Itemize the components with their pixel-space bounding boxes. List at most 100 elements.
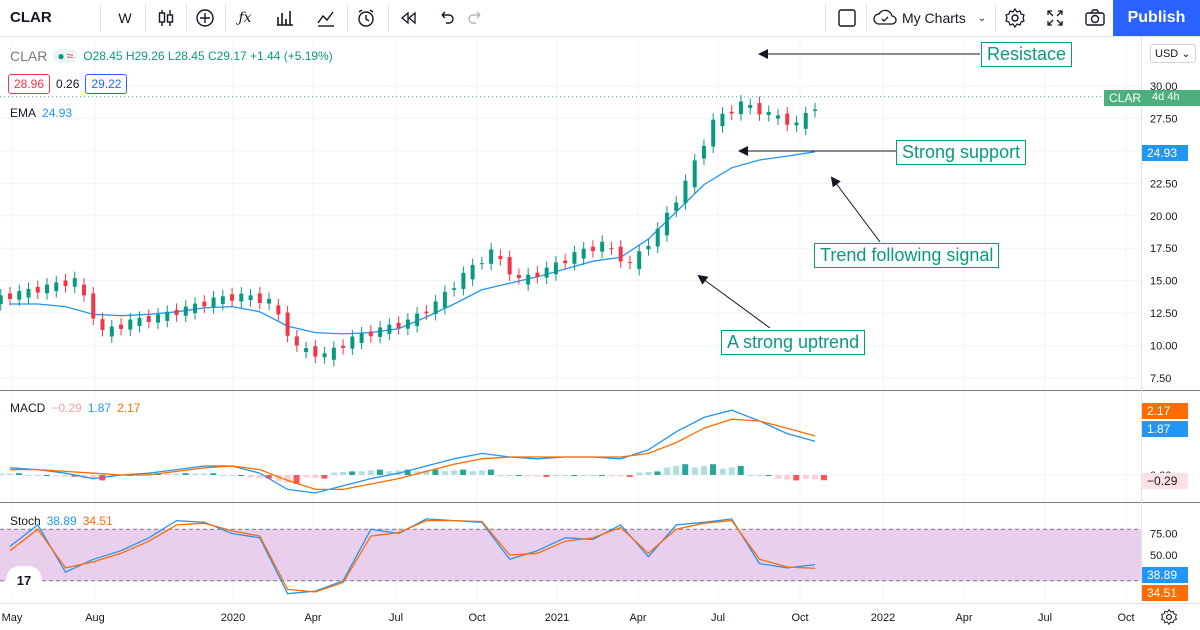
macd-hist-bar [645,471,652,475]
redo-icon[interactable] [463,5,489,31]
ema-price-tag: 24.93 [1142,145,1188,161]
candle-body [257,293,262,303]
currency-selector[interactable]: USD ⌄ [1150,44,1196,63]
macd-hist-bar [16,473,22,475]
candle-body [775,115,780,119]
macd-hist-bar [700,465,707,475]
candle-body [156,314,161,323]
tradingview-logo[interactable]: 17 [6,566,42,594]
macd-legend[interactable]: MACD −0.29 1.87 2.17 [10,401,140,415]
candle-body [341,345,346,348]
candle-body [276,305,281,315]
macd-panel-divider[interactable] [0,390,1200,391]
candle-body [581,248,586,259]
fullscreen-icon[interactable] [1042,5,1068,31]
stoch-legend[interactable]: Stoch 38.89 34.51 [10,514,113,528]
candle-body [54,282,59,292]
support-annotation[interactable]: Strong support [896,140,1027,165]
candle-body [720,113,725,127]
candle-body [368,331,373,337]
macd-hist-bar [284,475,291,483]
chevron-down-icon: ⌄ [977,12,987,24]
undo-icon[interactable] [433,5,459,31]
macd-hist-bar [737,466,744,475]
macd-hist-bar [515,475,522,476]
candle-body [757,103,762,115]
time-tick-label: 2020 [221,612,245,624]
toolbar-divider [347,4,348,32]
candle-body [211,297,216,308]
candle-body [285,312,290,336]
interval-button[interactable]: W [118,10,132,26]
legend-symbol[interactable]: CLAR [10,48,48,64]
toolbar-divider [145,4,146,32]
candle-body [553,262,558,275]
macd-hist-bar [229,475,236,476]
my-charts-button[interactable]: My Charts ⌄ [872,5,986,31]
macd-hist-bar [321,475,328,479]
candle-body [359,333,364,343]
uptrend-annotation[interactable]: A strong uptrend [721,330,866,355]
macd-hist-bar [349,471,356,475]
candle-body [378,327,383,337]
stoch-k-value: 38.89 [46,514,77,528]
macd-hist-bar [821,475,827,481]
symbol-search-button[interactable]: CLAR [10,9,52,26]
alert-clock-icon[interactable] [353,5,379,31]
bar-chart-icon[interactable] [272,5,298,31]
top-toolbar: CLAR W ƒx My Charts ⌄ [0,0,1200,37]
candles-icon[interactable] [153,5,179,31]
compare-plus-icon[interactable] [192,5,218,31]
macd-hist-bar [423,470,430,475]
indicators-fx-icon[interactable]: ƒx [238,10,252,26]
candle-body [766,111,771,115]
macd-hist-bar [793,475,800,481]
stoch-k-tag: 38.89 [1142,567,1188,583]
macd-hist-bar [626,475,633,477]
macd-hist-bar [312,475,319,479]
candle-body [646,245,651,250]
macd-hist-tag: −0.29 [1142,473,1188,489]
candle-body [442,291,447,308]
publish-button[interactable]: Publish [1113,0,1200,36]
candle-body [350,336,355,349]
toolbar-divider [825,4,826,32]
candle-body [165,311,170,321]
trend-signal-annotation[interactable]: Trend following signal [814,243,1000,268]
replay-icon[interactable] [395,5,421,31]
toolbar-divider [186,4,187,32]
candle-body [516,275,521,279]
layout-square-icon[interactable] [834,5,860,31]
macd-hist-bar [525,475,532,477]
buy-price-button[interactable]: 29.22 [85,74,128,94]
stoch-panel-divider[interactable] [0,502,1200,503]
candle-body [45,284,50,294]
candle-body [230,294,235,301]
ema-value: 24.93 [42,106,73,120]
price-tick-label: 20.00 [1150,211,1178,223]
macd-hist-bar [487,469,494,475]
macd-line-value: 1.87 [87,401,112,415]
toolbar-divider [100,4,101,32]
candle-body [396,322,401,329]
macd-hist-bar [182,473,189,475]
axis-settings-gear-icon[interactable] [1160,608,1178,626]
resistance-annotation[interactable]: Resistace [981,42,1073,67]
macd-line [9,409,816,494]
macd-hist-bar [617,475,624,477]
macd-hist-bar [192,473,199,475]
candle-body [8,293,12,300]
candle-body [35,286,40,293]
macd-hist-bar [747,475,754,476]
ema-legend[interactable]: EMA 24.93 [10,106,72,120]
camera-icon[interactable] [1082,5,1108,31]
macd-hist-bar [534,475,541,477]
macd-hist-bar [53,475,60,477]
sell-price-button[interactable]: 28.96 [8,74,51,94]
settings-gear-icon[interactable] [1002,5,1028,31]
macd-hist-bar [636,472,643,475]
macd-hist-bar [497,475,504,476]
time-tick-label: Oct [791,612,808,624]
templates-icon[interactable] [313,5,339,31]
